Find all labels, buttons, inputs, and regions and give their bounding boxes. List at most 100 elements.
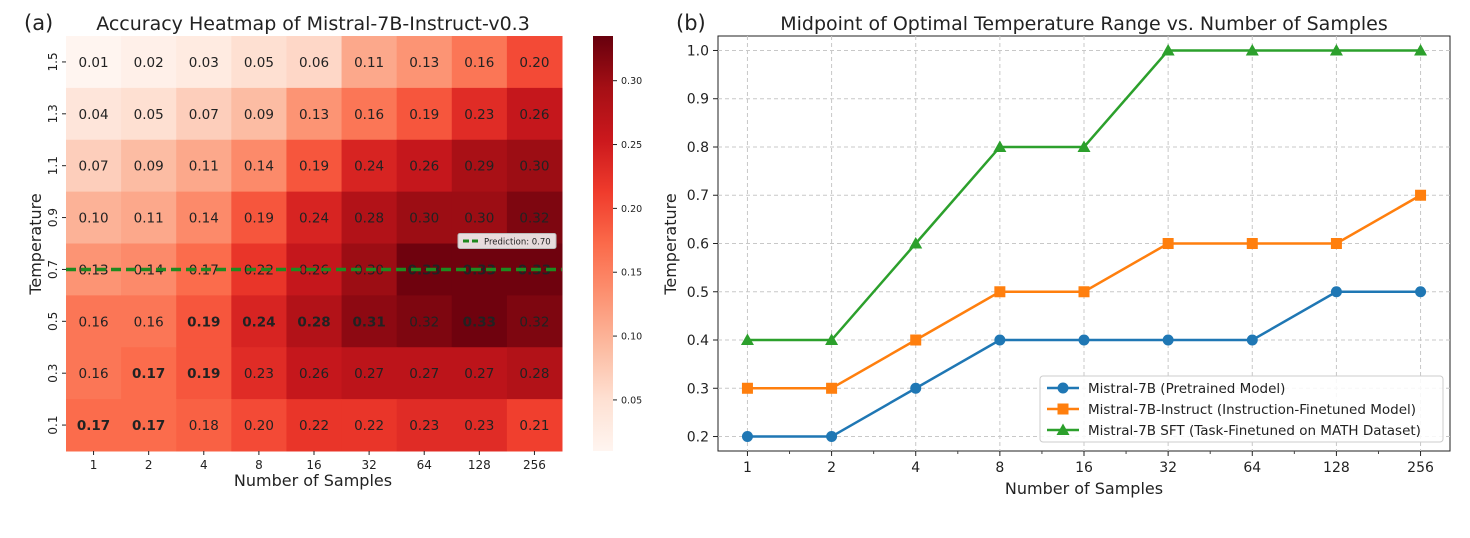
heatmap-cell [341, 295, 398, 348]
heatmap-cell [396, 139, 453, 193]
series-lines [740, 43, 1428, 443]
circle-marker [1162, 334, 1174, 346]
heatmap-panel: (a) Accuracy Heatmap of Mistral-7B-Instr… [24, 11, 642, 490]
cell-value-label: 0.09 [134, 159, 164, 175]
prediction-legend-box [457, 232, 557, 249]
cell-value-label: 0.05 [244, 55, 274, 71]
cell-value-label: 0.20 [519, 55, 549, 71]
prediction-overlay: Prediction: 0.70 [66, 232, 562, 272]
cell-value-label: 0.26 [409, 159, 439, 175]
colorbar-tick-label: 0.05 [621, 395, 642, 406]
heatmap-cell [506, 87, 563, 141]
y-tick-label: 0.3 [687, 381, 709, 397]
heatmap-cell [506, 295, 563, 348]
x-tick-label: 128 [468, 458, 491, 472]
square-marker [826, 382, 838, 394]
heatmap-cell [286, 191, 343, 244]
cell-value-label: 0.01 [79, 55, 109, 71]
cell-value-label: 0.22 [244, 262, 274, 278]
heatmap-cell [231, 295, 287, 348]
cell-value-label: 0.09 [244, 107, 274, 123]
x-tick-label: 32 [361, 458, 376, 472]
heatmap-cell [341, 347, 398, 400]
cell-value-label: 0.32 [519, 211, 549, 227]
heatmap-cell [396, 87, 453, 141]
cell-value-label: 0.04 [79, 107, 109, 123]
cell-value-label: 0.16 [134, 314, 164, 330]
triangle-marker [1414, 43, 1428, 56]
heatmap-cell [176, 139, 232, 193]
cell-value-label: 0.19 [244, 211, 274, 227]
cell-value-label: 0.14 [244, 159, 274, 175]
heatmap-cell [396, 36, 453, 89]
x-tick-label: 16 [306, 458, 321, 472]
cell-value-label: 0.23 [464, 418, 494, 434]
cell-value-label: 0.10 [79, 211, 109, 227]
cell-value-label: 0.23 [409, 418, 439, 434]
triangle-marker [1077, 140, 1091, 152]
heatmap-cell [506, 139, 563, 193]
heatmap-cell [341, 139, 398, 193]
x-tick-label: 64 [417, 458, 432, 472]
heatmap-cell [341, 191, 398, 244]
cell-value-label: 0.06 [299, 55, 329, 71]
colorbar-tick-label: 0.25 [621, 140, 642, 151]
x-tick-label: 1 [743, 460, 752, 476]
circle-marker [826, 431, 838, 443]
heatmap-cell [66, 295, 122, 348]
cell-value-label: 0.11 [354, 55, 384, 71]
heatmap-cell [286, 36, 343, 89]
heatmap-cell [451, 399, 508, 452]
cell-value-label: 0.16 [79, 366, 109, 382]
cell-value-label: 0.32 [409, 314, 439, 330]
cell-value-label: 0.30 [519, 159, 549, 175]
y-tick-label: 1.3 [46, 104, 60, 123]
triangle-marker [740, 333, 754, 346]
cell-value-label: 0.26 [519, 107, 549, 123]
heatmap-ticks: 1 2 4 8 16 32 64 128 256 1.5 1.3 1.1 0.9 0.7 0.5 0.3 0.1 [46, 52, 546, 472]
series-circle-group [741, 286, 1427, 443]
cell-value-label: 0.30 [409, 211, 439, 227]
line-chart-title: Midpoint of Optimal Temperature Range vs… [780, 13, 1388, 35]
circle-marker [994, 334, 1006, 346]
cell-value-label: 0.28 [354, 211, 384, 227]
heatmap-cell [176, 295, 232, 348]
panel-label-b: (b) [676, 11, 706, 35]
heatmap-cell [66, 191, 122, 244]
y-tick-label: 1.0 [687, 43, 709, 59]
heatmap-cell [506, 347, 563, 400]
heatmap-cell [121, 295, 177, 348]
heatmap-cell [121, 399, 177, 452]
cell-value-label: 0.33 [408, 262, 441, 278]
square-marker [1162, 238, 1174, 249]
heatmap-cell [66, 399, 122, 452]
circle-marker [910, 382, 922, 394]
square-marker [741, 382, 753, 394]
heatmap-cell [451, 87, 508, 141]
cell-value-label: 0.23 [464, 107, 494, 123]
circle-marker [1246, 334, 1258, 346]
heatmap-title: Accuracy Heatmap of Mistral-7B-Instruct-… [96, 13, 530, 35]
triangle-marker [909, 237, 923, 249]
heatmap-cell [341, 36, 398, 89]
heatmap-cell [286, 87, 343, 141]
circle-marker [1415, 286, 1427, 298]
heatmap-cell [66, 139, 122, 193]
x-tick-label: 256 [523, 458, 546, 472]
square-marker [994, 286, 1006, 298]
heatmap-cell [451, 347, 508, 400]
heatmap-cell [66, 347, 122, 400]
colorbar-tick-label: 0.30 [621, 76, 642, 87]
cell-value-label: 0.32 [519, 314, 549, 330]
heatmap-cell [231, 399, 287, 452]
triangle-marker [1161, 43, 1175, 56]
cell-value-label: 0.14 [189, 211, 219, 227]
legend-box [1039, 375, 1444, 443]
heatmap-cell [286, 347, 343, 400]
y-tick-label: 0.5 [687, 285, 709, 301]
heatmap-cell [176, 399, 232, 452]
triangle-marker [993, 140, 1007, 152]
y-tick-label: 0.8 [687, 140, 709, 156]
y-tick-label: 0.1 [46, 416, 60, 435]
heatmap-cell [66, 87, 122, 141]
